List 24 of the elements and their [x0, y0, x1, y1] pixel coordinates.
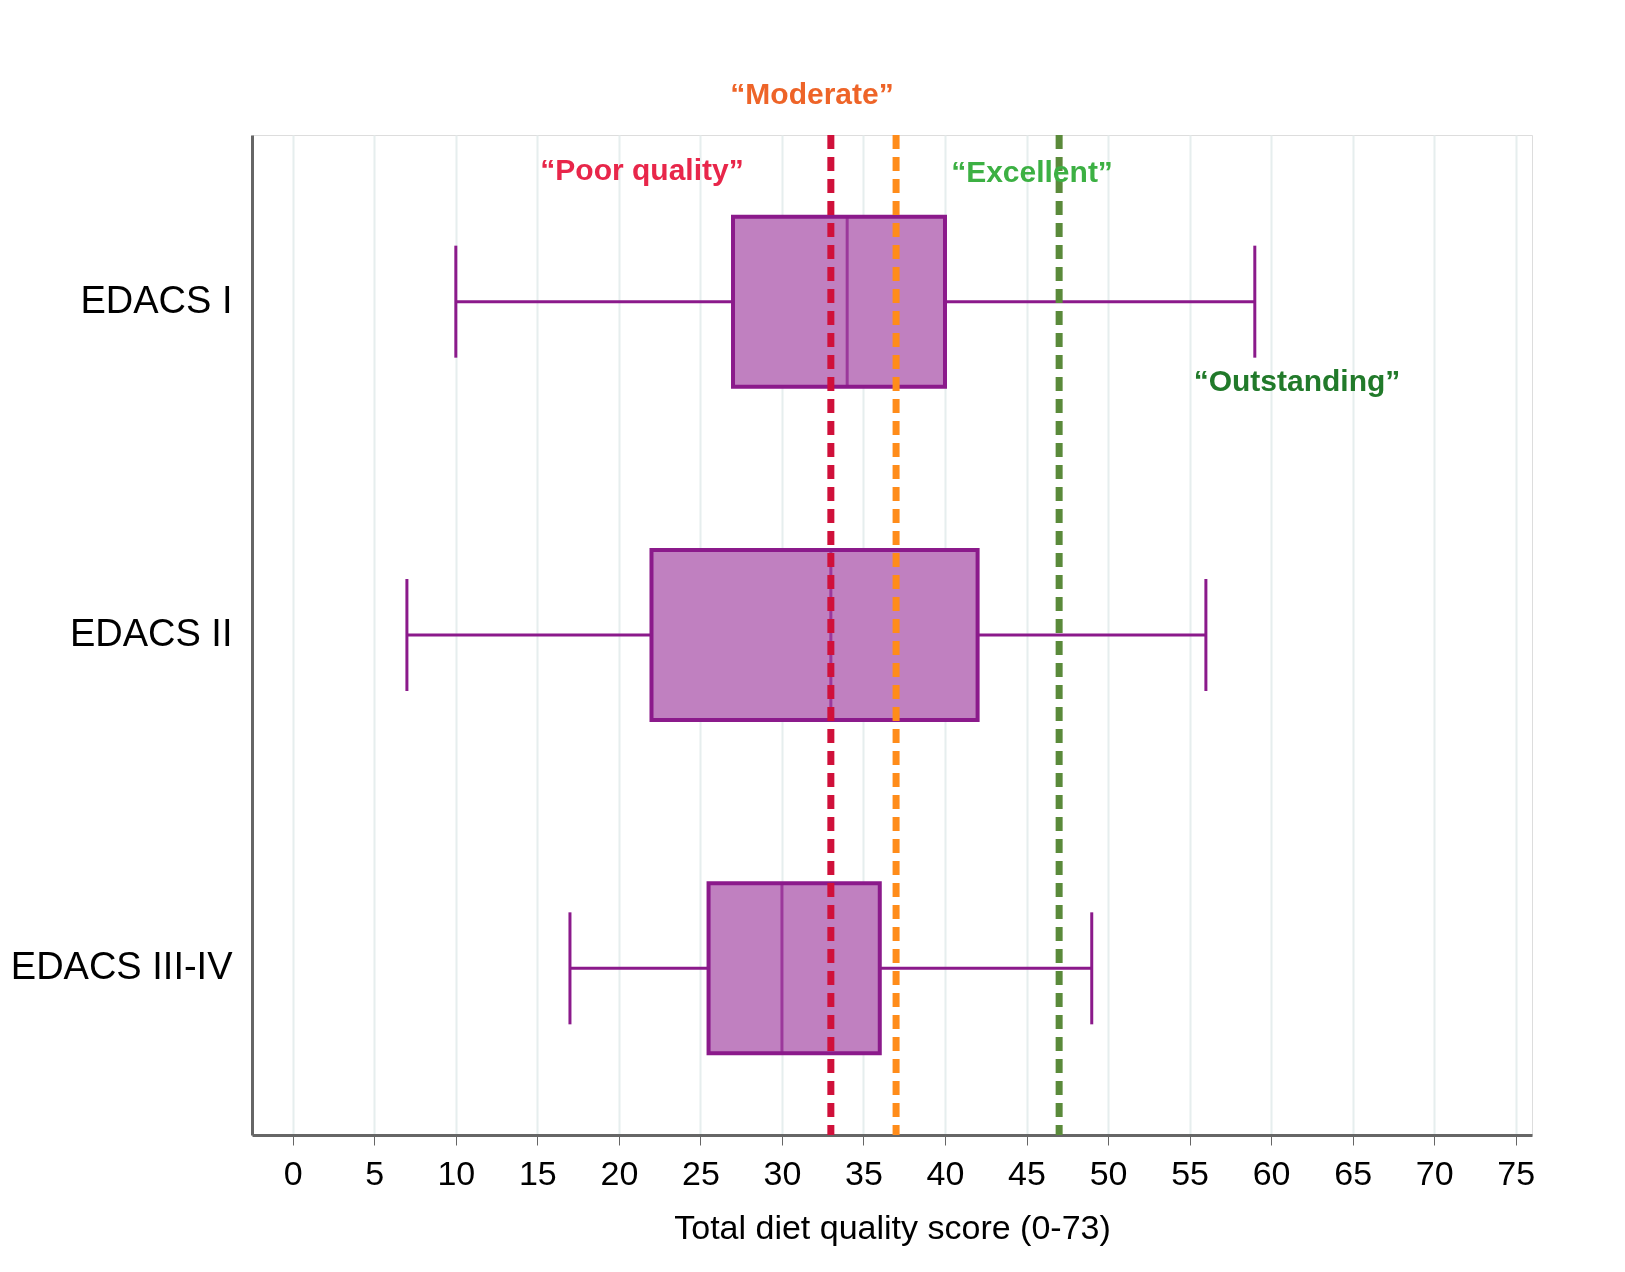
- x-tick-label: 55: [1171, 1153, 1209, 1192]
- x-tick-label: 5: [365, 1153, 385, 1192]
- x-axis-title: Total diet quality score (0-73): [674, 1207, 1111, 1246]
- x-tick-label: 0: [283, 1153, 303, 1192]
- text: “Moderate”: [730, 77, 894, 110]
- x-tick-label: 15: [518, 1153, 557, 1192]
- x-tick-label: 45: [1008, 1153, 1046, 1192]
- x-tick-label: 30: [763, 1153, 802, 1192]
- x-tick-label: 50: [1089, 1153, 1128, 1192]
- y-tick-label: EDACS II: [69, 612, 233, 654]
- x-tick-label: 70: [1415, 1153, 1454, 1192]
- annotation: “Excellent”: [951, 155, 1113, 188]
- x-tick-label: 65: [1334, 1153, 1373, 1192]
- x-tick-label: 10: [437, 1153, 476, 1192]
- y-tick-label: EDACS III-IV: [10, 945, 234, 988]
- x-tick-label: 40: [926, 1153, 965, 1192]
- y-tick-label: EDACS I: [80, 278, 233, 321]
- x-tick-label: 25: [681, 1153, 720, 1192]
- x-tick-label: 75: [1497, 1153, 1536, 1192]
- annotation: “Poor quality”: [540, 153, 744, 186]
- x-tick-label: 20: [600, 1153, 639, 1192]
- x-tick-label: 60: [1252, 1153, 1291, 1192]
- x-tick-label: 35: [845, 1153, 883, 1192]
- annotation: “Outstanding”: [1193, 364, 1401, 397]
